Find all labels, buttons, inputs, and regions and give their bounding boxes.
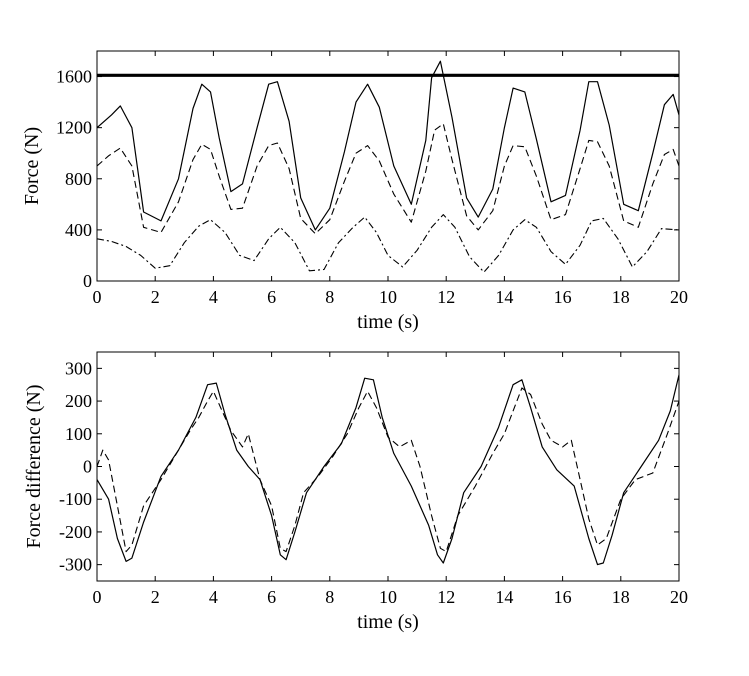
- y-tick-label: -100: [59, 489, 92, 509]
- y-axis-label: Force difference (N): [23, 385, 45, 549]
- plot-frame: [96, 50, 680, 282]
- x-tick-label: 18: [612, 287, 630, 307]
- x-axis-label: time (s): [357, 611, 419, 633]
- y-tick-label: 1200: [56, 118, 92, 138]
- y-tick-label: 300: [65, 358, 92, 378]
- y-axis-label: Force (N): [21, 127, 43, 205]
- x-axis-label: time (s): [357, 311, 419, 333]
- force-panel: 0 2 4 6 8 10 12 14 16 18 20 0 400 800 1200 1600 time (s)…: [21, 50, 688, 333]
- x-tick-label: 12: [437, 287, 455, 307]
- series-line-dash-dot: [97, 214, 679, 273]
- x-tick-label: 8: [325, 587, 334, 607]
- x-tick-label: 2: [151, 587, 160, 607]
- x-tick-label: 12: [437, 587, 455, 607]
- series-line-solid: [97, 374, 679, 566]
- y-tick-label: 0: [83, 271, 92, 291]
- x-tick-label: 6: [267, 587, 276, 607]
- x-tick-label: 0: [93, 287, 102, 307]
- x-tick-label: 14: [495, 587, 513, 607]
- x-tick-label: 20: [670, 287, 688, 307]
- y-tick-label: -200: [59, 522, 92, 542]
- y-tick-label: -300: [59, 555, 92, 575]
- x-tick-label: 10: [379, 587, 397, 607]
- y-tick-label: 0: [83, 457, 92, 477]
- series-line-solid: [97, 60, 679, 231]
- x-tick-label: 6: [267, 287, 276, 307]
- x-tick-label: 10: [379, 287, 397, 307]
- force-difference-panel: 0 2 4 6 8 10 12 14 16 18 20 -300 -200 -100 0 100 200 300 t…: [23, 351, 688, 633]
- series-line-dashed: [97, 123, 679, 235]
- x-tick-label: 14: [495, 287, 513, 307]
- y-tick-label: 800: [65, 169, 92, 189]
- x-tick-label: 20: [670, 587, 688, 607]
- x-tick-label: 2: [151, 287, 160, 307]
- x-tick-label: 16: [554, 587, 572, 607]
- series-line-dashed: [97, 387, 679, 553]
- y-tick-label: 100: [65, 424, 92, 444]
- y-tick-label: 1600: [56, 67, 92, 87]
- x-tick-label: 4: [209, 287, 218, 307]
- x-tick-label: 8: [325, 287, 334, 307]
- x-tick-label: 16: [554, 287, 572, 307]
- x-tick-label: 4: [209, 587, 218, 607]
- y-tick-label: 400: [65, 220, 92, 240]
- y-tick-label: 200: [65, 391, 92, 411]
- x-tick-label: 18: [612, 587, 630, 607]
- x-tick-label: 0: [93, 587, 102, 607]
